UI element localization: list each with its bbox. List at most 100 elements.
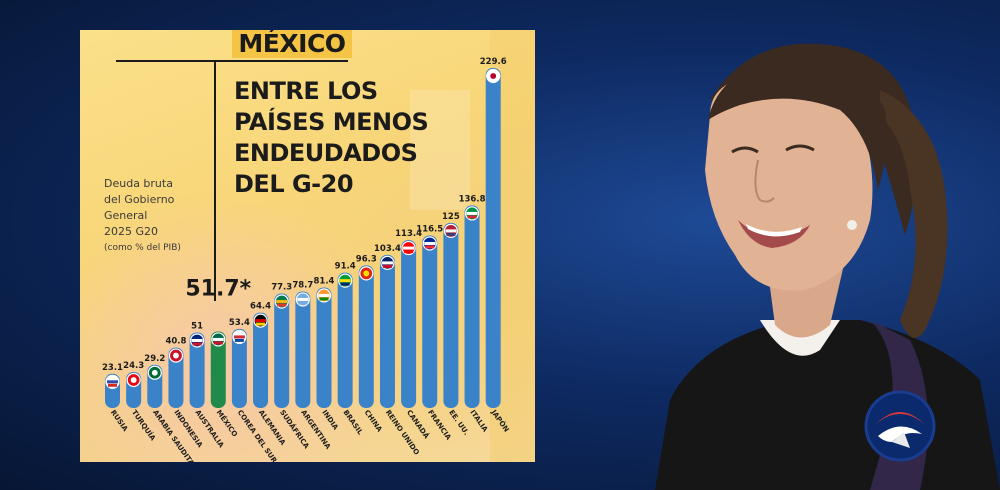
flag-emblem xyxy=(363,270,370,277)
category-label-0: RUSIA xyxy=(109,409,130,434)
saudi-flag xyxy=(147,365,162,380)
value-label-7: 64.4 xyxy=(250,302,271,312)
bar-8 xyxy=(274,293,290,408)
usa-flag xyxy=(443,223,458,238)
flag-stripe xyxy=(234,338,244,342)
value-label-17: 136.8 xyxy=(459,194,486,204)
bar-17 xyxy=(464,205,480,408)
southafrica-flag xyxy=(274,294,289,309)
bar-16 xyxy=(443,222,459,408)
category-label-17: ITALIA xyxy=(468,409,489,434)
bar-11 xyxy=(337,272,353,408)
bar-9 xyxy=(295,291,311,408)
flag-stripe xyxy=(192,342,202,346)
caption-line-1: Deuda bruta xyxy=(104,177,173,190)
flag-stripe xyxy=(255,319,267,323)
category-label-6: COREA DEL SUR xyxy=(236,409,279,462)
germany-flag xyxy=(253,313,268,328)
china-flag xyxy=(359,266,374,281)
flag-stripe xyxy=(256,322,266,326)
uk-flag xyxy=(380,255,395,270)
caption-line-4: 2025 G20 xyxy=(104,225,159,238)
bar-15 xyxy=(422,235,438,408)
bar-18 xyxy=(485,67,501,409)
category-label-16: EE. UU. xyxy=(447,409,470,437)
headline-line-1: ENTRE LOS xyxy=(234,77,378,105)
value-label-9: 78.7 xyxy=(292,280,313,290)
bar-5 xyxy=(210,331,226,408)
value-label-4: 51 xyxy=(191,321,203,331)
bar-4 xyxy=(189,332,205,408)
flag-stripe xyxy=(404,250,414,254)
category-label-10: INDIA xyxy=(320,409,340,432)
title-underline xyxy=(116,60,348,62)
caption-line-2: del Gobierno xyxy=(104,193,175,206)
bar-10 xyxy=(316,287,332,408)
caption-unit: (como % del PIB) xyxy=(104,243,181,253)
flag-emblem xyxy=(151,369,158,376)
flag-emblem xyxy=(173,352,179,359)
canada-flag xyxy=(401,240,416,256)
value-label-13: 103.4 xyxy=(374,244,401,254)
flag-stripe xyxy=(424,241,436,245)
flag-stripe xyxy=(466,211,478,215)
bar-7 xyxy=(253,312,269,408)
headline-line-2: PAÍSES MENOS xyxy=(234,108,429,136)
france-flag xyxy=(422,236,437,251)
turkey-flag xyxy=(126,372,141,388)
bar-3 xyxy=(168,347,184,408)
korea-flag xyxy=(232,329,247,345)
category-label-12: CHINA xyxy=(363,409,384,434)
category-label-11: BRASIL xyxy=(342,409,365,437)
flag-stripe xyxy=(277,303,287,307)
value-label-10: 81.4 xyxy=(314,276,335,286)
india-flag xyxy=(316,288,332,303)
flag-emblem xyxy=(490,73,497,79)
flag-stripe xyxy=(212,337,224,341)
russia-flag xyxy=(105,374,120,389)
flag-stripe xyxy=(382,264,392,268)
flag-stripe xyxy=(191,338,203,342)
flag-stripe xyxy=(425,245,435,249)
flag-stripe xyxy=(233,335,245,339)
value-label-11: 91.4 xyxy=(335,262,356,272)
value-label-3: 40.8 xyxy=(165,337,186,347)
headline-line-4: DEL G-20 xyxy=(234,170,354,198)
flag-stripe xyxy=(446,232,456,236)
caption-line-3: General xyxy=(104,209,148,222)
bar-6 xyxy=(231,328,247,408)
flag-stripe xyxy=(276,300,288,304)
bar-12 xyxy=(358,265,374,408)
flag-stripe xyxy=(319,297,329,301)
flag-stripe xyxy=(297,297,309,301)
headline-line-3: ENDEUDADOS xyxy=(234,139,418,167)
value-label-2: 29.2 xyxy=(144,354,165,364)
flag-stripe xyxy=(340,282,350,286)
value-label-8: 77.3 xyxy=(271,283,292,293)
flag-stripe xyxy=(213,341,223,345)
infographic-panel: 23.1 RUSIA 24.3 TURQUÍA 29.2 ARABIA SAUDITA 40… xyxy=(80,30,535,462)
flag-stripe xyxy=(108,383,117,387)
highlight-value-label: 51.7* xyxy=(185,276,251,301)
flag-emblem xyxy=(130,377,137,383)
value-label-0: 23.1 xyxy=(102,363,123,373)
flag-stripe xyxy=(381,261,393,265)
value-label-15: 116.5 xyxy=(416,224,443,234)
argentina-flag xyxy=(295,292,310,307)
australia-flag xyxy=(189,333,205,348)
chart-caption: Deuda bruta del Gobierno General 2025 G2… xyxy=(104,176,214,256)
value-label-18: 229.6 xyxy=(480,57,507,67)
value-label-6: 53.4 xyxy=(229,318,250,328)
country-title: MÉXICO xyxy=(232,30,352,58)
value-label-1: 24.3 xyxy=(123,361,144,371)
value-label-12: 96.3 xyxy=(356,254,377,264)
bird-globe-logo xyxy=(864,390,936,462)
flag-stripe xyxy=(339,279,351,283)
headline: ENTRE LOS PAÍSES MENOS ENDEUDADOS DEL G-… xyxy=(234,76,474,200)
japan-flag xyxy=(486,68,501,84)
flag-stripe xyxy=(403,246,415,250)
flag-stripe xyxy=(467,215,477,219)
mexico-flag xyxy=(211,332,226,347)
flag-stripe xyxy=(107,380,118,384)
